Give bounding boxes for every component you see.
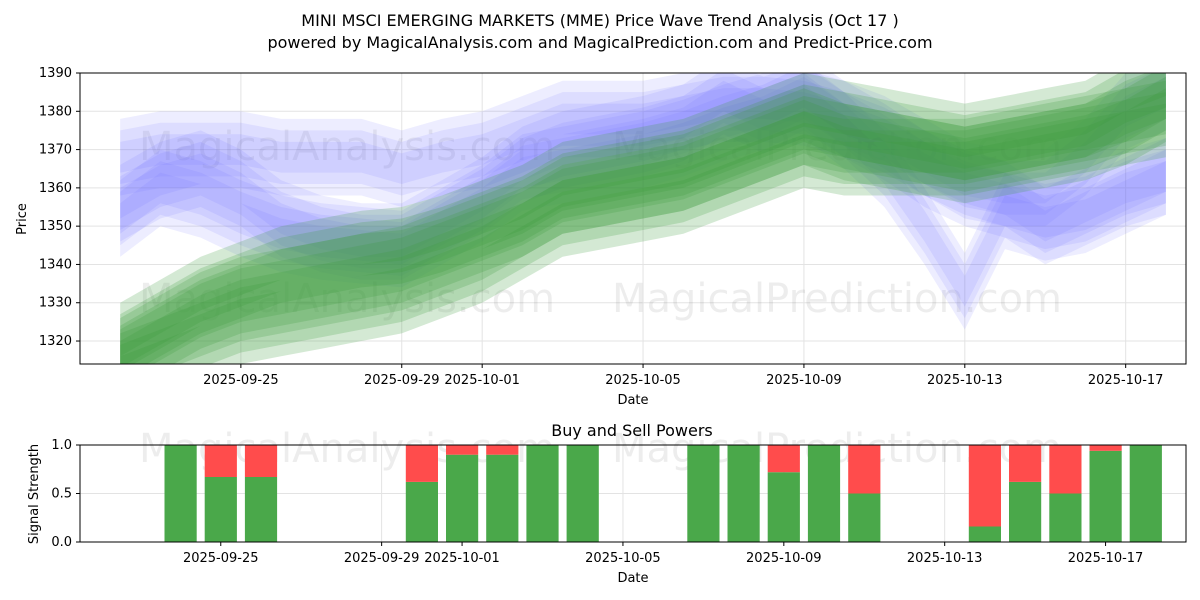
wave-band-blue-2-0 bbox=[120, 73, 1166, 227]
buy-bar bbox=[1089, 450, 1122, 542]
sell-bar bbox=[204, 445, 237, 477]
price-ytick-label: 1360 bbox=[39, 181, 72, 196]
price-xtick-label: 2025-10-17 bbox=[1088, 373, 1164, 388]
watermark-analysis-2: MagicalAnalysis.com bbox=[139, 276, 555, 322]
watermark-analysis-1: MagicalAnalysis.com bbox=[139, 124, 555, 170]
price-xtick-label: 2025-10-01 bbox=[444, 373, 520, 388]
buy-bar bbox=[807, 445, 841, 542]
signal-y-axis: 0.0 0.5 1.0 bbox=[51, 438, 80, 550]
sell-bar bbox=[767, 445, 800, 473]
signal-xtick-label: 2025-10-13 bbox=[907, 551, 983, 566]
sell-bar bbox=[244, 445, 278, 477]
wave-band-green-3-0 bbox=[120, 73, 1166, 364]
sell-bar bbox=[1049, 445, 1082, 494]
signal-xtick-label: 2025-10-17 bbox=[1068, 551, 1144, 566]
signal-chart-title: Buy and Sell Powers bbox=[551, 421, 713, 440]
watermark-prediction-1: MagicalPrediction.com bbox=[612, 124, 1062, 170]
watermark-prediction-2: MagicalPrediction.com bbox=[612, 276, 1062, 322]
sell-bar bbox=[968, 445, 1001, 527]
sell-bar bbox=[486, 445, 519, 455]
wave-band-green-4-1 bbox=[120, 76, 1166, 364]
sell-bar bbox=[405, 445, 438, 482]
buy-bar bbox=[204, 477, 237, 542]
price-y-axis-label: Price bbox=[15, 203, 30, 235]
signal-xtick-label: 2025-09-29 bbox=[344, 551, 420, 566]
wave-band-blue-1-1 bbox=[120, 73, 1166, 319]
signal-ytick-label: 0.5 bbox=[51, 487, 72, 502]
wave-band-green-4-0 bbox=[120, 73, 1166, 364]
wave-band-blue-0-1 bbox=[120, 73, 1166, 276]
wave-band-green-3-2 bbox=[120, 73, 1166, 357]
price-ytick-label: 1370 bbox=[39, 143, 72, 158]
price-xtick-label: 2025-10-09 bbox=[766, 373, 842, 388]
wave-band-green-5-1 bbox=[120, 92, 1166, 364]
buy-bar bbox=[848, 493, 881, 542]
sell-bar bbox=[848, 445, 881, 494]
wave-band-green-4-2 bbox=[120, 88, 1166, 364]
price-ytick-label: 1330 bbox=[39, 296, 72, 311]
signal-chart: Buy and Sell Powers MagicalAnalysis.com … bbox=[27, 421, 1187, 586]
sell-bar bbox=[1009, 445, 1042, 482]
signal-x-axis: 2025-09-25 2025-09-29 2025-10-01 2025-10-05… bbox=[183, 542, 1143, 566]
buy-bar bbox=[727, 445, 760, 542]
buy-bar bbox=[968, 526, 1001, 542]
wave-band-blue-0-2 bbox=[120, 76, 1166, 265]
price-ytick-label: 1380 bbox=[39, 104, 72, 119]
signal-xtick-label: 2025-10-01 bbox=[424, 551, 500, 566]
sell-bar bbox=[446, 445, 479, 455]
signal-ytick-label: 0.0 bbox=[51, 535, 72, 550]
price-x-axis-label: Date bbox=[617, 393, 648, 408]
wave-band-green-5-0 bbox=[120, 80, 1166, 364]
price-ytick-label: 1320 bbox=[39, 334, 72, 349]
buy-bar bbox=[1129, 445, 1162, 542]
price-plot-area bbox=[80, 73, 1186, 364]
price-ytick-label: 1350 bbox=[39, 219, 72, 234]
buy-bar bbox=[405, 481, 438, 542]
buy-bar bbox=[1009, 481, 1042, 542]
price-plot-frame bbox=[79, 72, 1187, 365]
price-xtick-label: 2025-09-29 bbox=[364, 373, 440, 388]
chart-title-line1: MINI MSCI EMERGING MARKETS (MME) Price W… bbox=[301, 11, 898, 30]
signal-bars bbox=[164, 445, 1162, 542]
buy-bar bbox=[1049, 493, 1082, 542]
wave-band-blue-1-0 bbox=[120, 73, 1166, 330]
wave-band-blue-0-0 bbox=[120, 73, 1166, 288]
price-xtick-label: 2025-09-25 bbox=[203, 373, 279, 388]
wave-band-blue-1-2 bbox=[120, 80, 1166, 307]
buy-bar bbox=[164, 445, 197, 542]
price-xtick-label: 2025-10-13 bbox=[927, 373, 1003, 388]
sell-bar bbox=[1089, 445, 1122, 451]
buy-bar bbox=[767, 472, 800, 542]
buy-bar bbox=[566, 445, 599, 542]
wave-band-blue-2-1 bbox=[120, 73, 1166, 215]
buy-bar bbox=[244, 477, 278, 542]
wave-band-green-3-1 bbox=[120, 73, 1166, 364]
signal-y-axis-label: Signal Strength bbox=[27, 444, 42, 544]
wave-band-blue-2-2 bbox=[120, 76, 1166, 204]
buy-bar bbox=[526, 445, 559, 542]
signal-xtick-label: 2025-10-09 bbox=[746, 551, 822, 566]
buy-bar bbox=[687, 445, 720, 542]
signal-x-axis-label: Date bbox=[617, 571, 648, 586]
signal-ytick-label: 1.0 bbox=[51, 438, 72, 453]
price-wave-bands bbox=[120, 73, 1166, 364]
price-ytick-label: 1340 bbox=[39, 257, 72, 272]
price-chart: MagicalAnalysis.com MagicalPrediction.co… bbox=[15, 66, 1187, 408]
wave-band-green-5-2 bbox=[120, 103, 1166, 364]
signal-xtick-label: 2025-10-05 bbox=[585, 551, 661, 566]
signal-xtick-label: 2025-09-25 bbox=[183, 551, 259, 566]
buy-bar bbox=[446, 454, 479, 542]
price-ytick-label: 1390 bbox=[39, 66, 72, 81]
buy-bar bbox=[486, 454, 519, 542]
chart-title-line2: powered by MagicalAnalysis.com and Magic… bbox=[267, 33, 932, 52]
price-x-axis: 2025-09-25 2025-09-29 2025-10-01 2025-10-05… bbox=[203, 364, 1163, 388]
price-xtick-label: 2025-10-05 bbox=[605, 373, 681, 388]
price-y-axis: 1320 1330 1340 1350 1360 1370 1380 1390 bbox=[39, 66, 80, 349]
